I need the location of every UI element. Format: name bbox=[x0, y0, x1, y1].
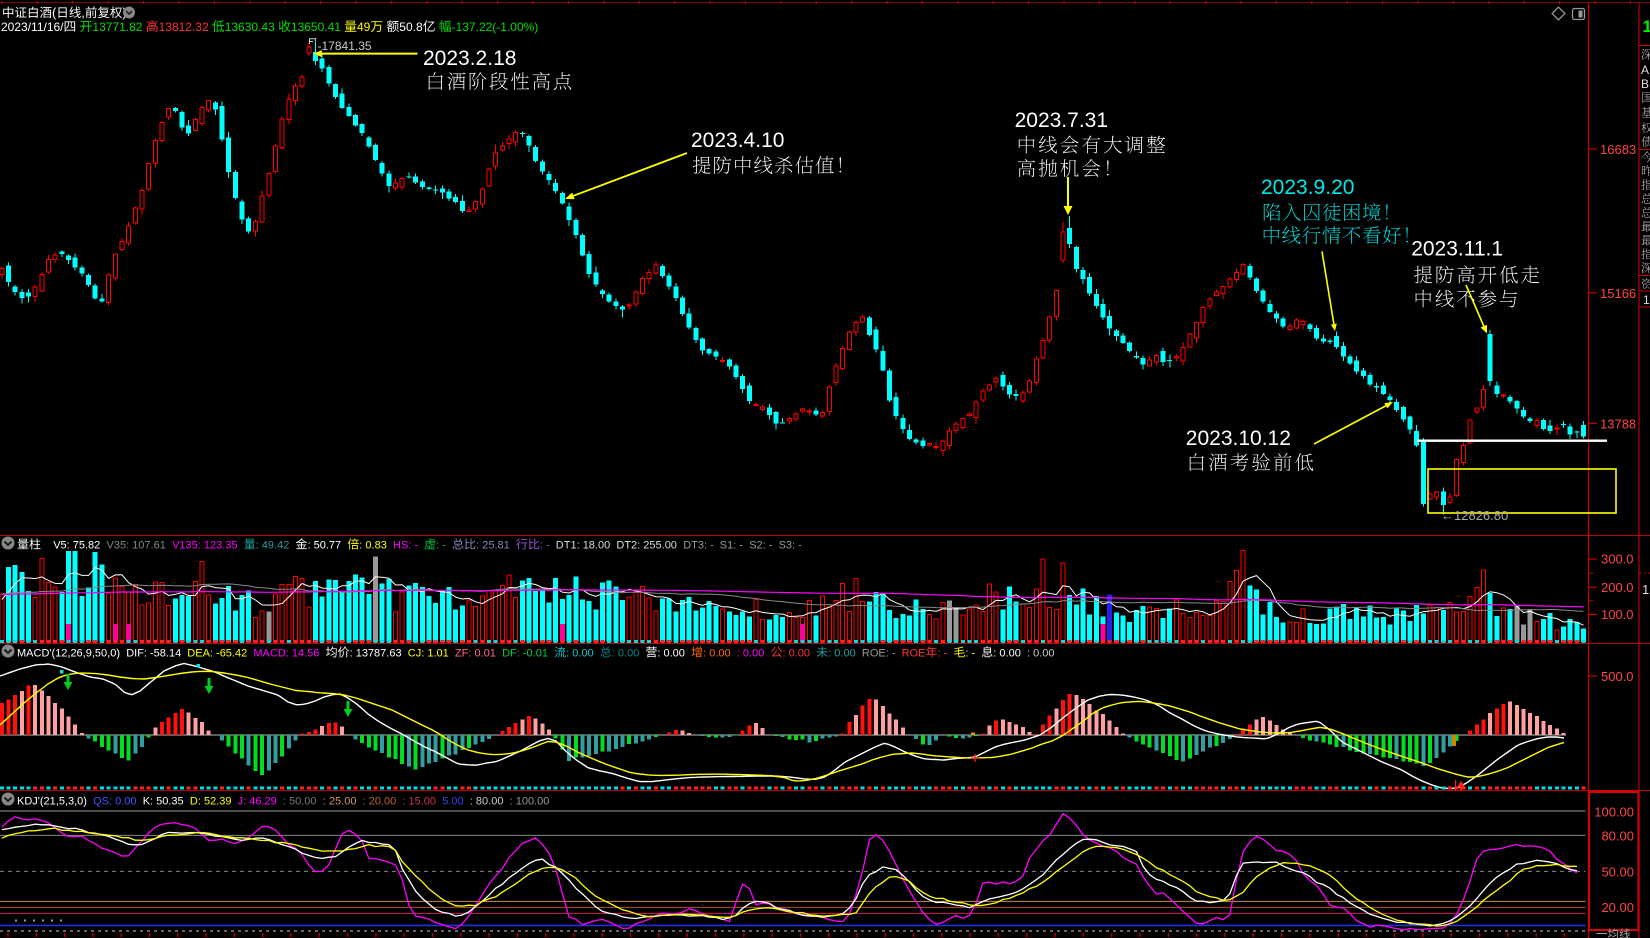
svg-text:ZF: 0.01: ZF: 0.01 bbox=[455, 648, 496, 660]
svg-text:: -: : - bbox=[540, 540, 550, 552]
svg-text:: 0.00: : 0.00 bbox=[828, 648, 856, 660]
svg-text:,: , bbox=[81, 5, 85, 20]
svg-text:: 15.00: : 15.00 bbox=[402, 796, 436, 808]
svg-text:J: 46.29: J: 46.29 bbox=[238, 796, 277, 808]
svg-text:V5: 75.82: V5: 75.82 bbox=[53, 540, 100, 552]
svg-text:: 0.00: : 0.00 bbox=[657, 648, 685, 660]
svg-text:: -: : - bbox=[436, 540, 446, 552]
svg-text:13630.43: 13630.43 bbox=[225, 20, 275, 34]
svg-text:←12826.80: ←12826.80 bbox=[1441, 508, 1508, 523]
svg-text:MACD'(12,26,9,50,0): MACD'(12,26,9,50,0) bbox=[17, 648, 120, 660]
svg-text:500.0: 500.0 bbox=[1601, 669, 1634, 684]
svg-text:13812.32: 13812.32 bbox=[159, 20, 209, 34]
svg-text:: 25.00: : 25.00 bbox=[323, 796, 357, 808]
svg-text:ROE: -: ROE: - bbox=[862, 648, 896, 660]
svg-text:: 0.00: : 0.00 bbox=[703, 648, 731, 660]
svg-text:: 50.77: : 50.77 bbox=[308, 540, 342, 552]
svg-text:16683: 16683 bbox=[1600, 142, 1636, 157]
svg-text:: 25.81: : 25.81 bbox=[476, 540, 510, 552]
svg-text:13650.41: 13650.41 bbox=[291, 20, 341, 34]
svg-text:: 0.00: : 0.00 bbox=[993, 648, 1021, 660]
svg-text:: 20.00: : 20.00 bbox=[363, 796, 397, 808]
svg-text:100.0: 100.0 bbox=[1601, 607, 1634, 622]
svg-text:DIF: -58.14: DIF: -58.14 bbox=[126, 648, 181, 660]
svg-text:2023/11/16/: 2023/11/16/ bbox=[1, 20, 64, 34]
svg-text:: 0.00: : 0.00 bbox=[1027, 648, 1055, 660]
svg-text:: 13787.63: : 13787.63 bbox=[350, 648, 402, 660]
svg-text:: 0.00: : 0.00 bbox=[783, 648, 811, 660]
svg-text:: -: : - bbox=[938, 648, 948, 660]
svg-text:: 0.00: : 0.00 bbox=[737, 648, 765, 660]
svg-text:1: 1 bbox=[1642, 582, 1649, 597]
svg-text:: 50.00: : 50.00 bbox=[283, 796, 317, 808]
svg-text:DT1: 18.00: DT1: 18.00 bbox=[556, 540, 610, 552]
svg-text:2023.2.18: 2023.2.18 bbox=[423, 47, 516, 70]
svg-text:: 0.00: : 0.00 bbox=[566, 648, 594, 660]
svg-text:50.00: 50.00 bbox=[1601, 864, 1634, 879]
svg-text:1: 1 bbox=[1643, 293, 1650, 307]
svg-text:5.00: 5.00 bbox=[442, 796, 463, 808]
svg-text:QS: 0.00: QS: 0.00 bbox=[93, 796, 136, 808]
svg-text:2023.9.20: 2023.9.20 bbox=[1261, 176, 1354, 199]
svg-text:20.00: 20.00 bbox=[1601, 900, 1634, 915]
svg-text:300.0: 300.0 bbox=[1601, 552, 1634, 567]
svg-text:DF: -0.01: DF: -0.01 bbox=[502, 648, 548, 660]
svg-text:DT2: 255.00: DT2: 255.00 bbox=[616, 540, 677, 552]
svg-text:A: A bbox=[1641, 63, 1649, 77]
svg-text:ROE: ROE bbox=[902, 648, 926, 660]
svg-text:: 100.00: : 100.00 bbox=[510, 796, 550, 808]
svg-text:: 80.00: : 80.00 bbox=[470, 796, 504, 808]
svg-text:2023.10.12: 2023.10.12 bbox=[1186, 427, 1291, 450]
svg-text:13788: 13788 bbox=[1600, 416, 1636, 431]
svg-text:200.0: 200.0 bbox=[1601, 580, 1634, 595]
svg-text:(: ( bbox=[52, 5, 57, 20]
svg-text:: 49.42: : 49.42 bbox=[256, 540, 290, 552]
svg-text:2023.11.1: 2023.11.1 bbox=[1411, 238, 1503, 261]
svg-text:: 0.00: : 0.00 bbox=[612, 648, 640, 660]
svg-text:80.00: 80.00 bbox=[1601, 828, 1634, 843]
svg-text:V135: 123.35: V135: 123.35 bbox=[172, 540, 237, 552]
svg-text:KDJ'(21,5,3,0): KDJ'(21,5,3,0) bbox=[17, 796, 87, 808]
svg-text:50.8: 50.8 bbox=[399, 20, 423, 34]
svg-text:B: B bbox=[1641, 77, 1649, 91]
svg-text:S2: -: S2: - bbox=[749, 540, 773, 552]
svg-text:-17841.35: -17841.35 bbox=[318, 39, 372, 53]
svg-text:V35: 107.61: V35: 107.61 bbox=[107, 540, 166, 552]
svg-text:MACD: 14.56: MACD: 14.56 bbox=[253, 648, 319, 660]
svg-text:2023.4.10: 2023.4.10 bbox=[691, 129, 784, 152]
svg-text:100.00: 100.00 bbox=[1594, 804, 1634, 819]
svg-text:DT3: -: DT3: - bbox=[683, 540, 714, 552]
svg-text:: 0.83: : 0.83 bbox=[359, 540, 387, 552]
svg-text:D: 52.39: D: 52.39 bbox=[190, 796, 232, 808]
svg-text:-137.22(-1.00%): -137.22(-1.00%) bbox=[452, 20, 539, 34]
svg-text:HS: -: HS: - bbox=[393, 540, 418, 552]
svg-text:CJ: 1.01: CJ: 1.01 bbox=[408, 648, 449, 660]
svg-text:13771.82: 13771.82 bbox=[92, 20, 142, 34]
svg-text:1: 1 bbox=[1643, 17, 1650, 36]
svg-text:49: 49 bbox=[357, 20, 371, 34]
svg-text:K: 50.35: K: 50.35 bbox=[143, 796, 184, 808]
svg-text:S1: -: S1: - bbox=[720, 540, 744, 552]
svg-text:DEA: -65.42: DEA: -65.42 bbox=[187, 648, 247, 660]
svg-text:S3: -: S3: - bbox=[779, 540, 803, 552]
svg-text:15166: 15166 bbox=[1600, 286, 1636, 301]
svg-text:: -: : - bbox=[965, 648, 975, 660]
svg-text:2023.7.31: 2023.7.31 bbox=[1015, 109, 1108, 132]
